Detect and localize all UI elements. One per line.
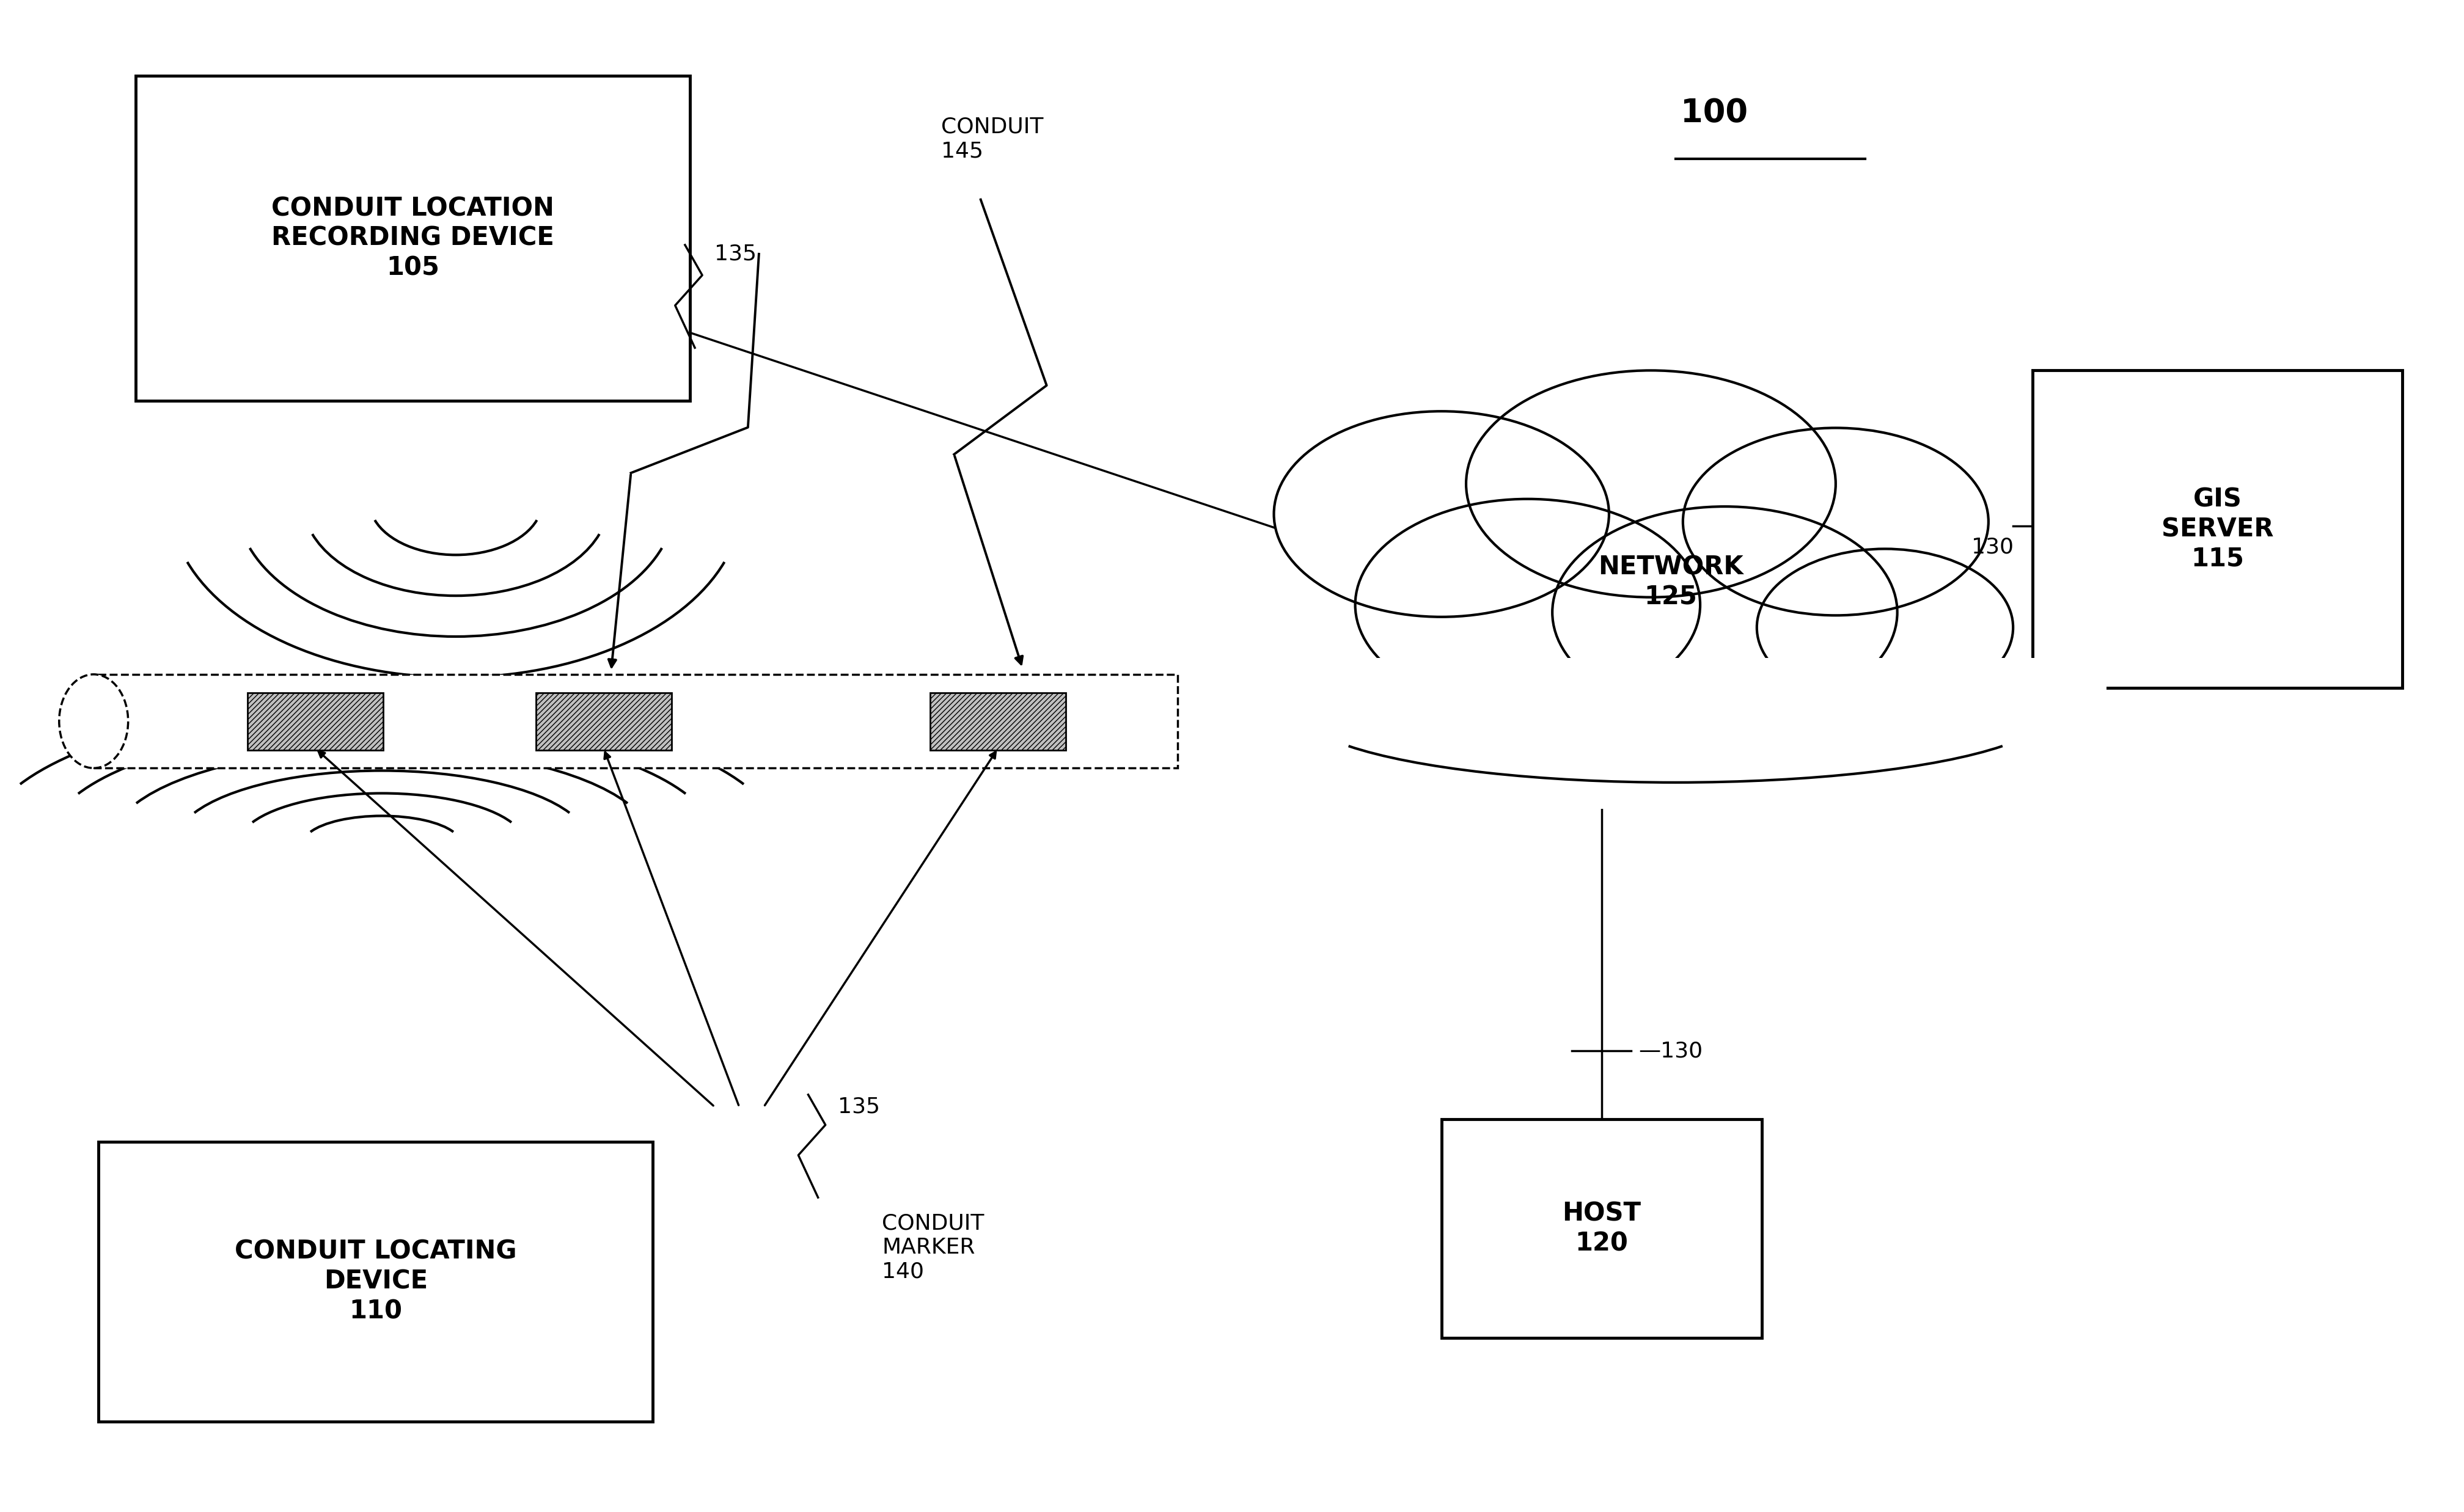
FancyBboxPatch shape bbox=[2033, 370, 2402, 688]
Circle shape bbox=[1683, 428, 1988, 615]
Text: CONDUIT LOCATING
DEVICE
110: CONDUIT LOCATING DEVICE 110 bbox=[234, 1238, 517, 1325]
Text: 100: 100 bbox=[1680, 97, 1747, 130]
Text: CONDUIT
145: CONDUIT 145 bbox=[941, 116, 1045, 162]
FancyBboxPatch shape bbox=[1244, 658, 2107, 809]
Text: NETWORK
125: NETWORK 125 bbox=[1599, 555, 1742, 609]
Circle shape bbox=[1466, 370, 1836, 597]
FancyBboxPatch shape bbox=[246, 692, 384, 750]
FancyBboxPatch shape bbox=[94, 674, 1178, 768]
Circle shape bbox=[1757, 549, 2013, 706]
FancyBboxPatch shape bbox=[99, 1142, 653, 1421]
FancyBboxPatch shape bbox=[537, 692, 670, 750]
Text: GIS
SERVER
115: GIS SERVER 115 bbox=[2161, 487, 2274, 572]
Text: 135: 135 bbox=[838, 1096, 880, 1117]
Circle shape bbox=[1355, 499, 1700, 711]
Text: HOST
120: HOST 120 bbox=[1562, 1201, 1641, 1256]
Circle shape bbox=[1274, 411, 1609, 617]
FancyBboxPatch shape bbox=[929, 692, 1064, 750]
Text: CONDUIT LOCATION
RECORDING DEVICE
105: CONDUIT LOCATION RECORDING DEVICE 105 bbox=[271, 195, 554, 281]
FancyBboxPatch shape bbox=[136, 76, 690, 401]
Text: 130: 130 bbox=[1971, 537, 2013, 558]
Text: 135: 135 bbox=[715, 243, 756, 265]
Text: CONDUIT
MARKER
140: CONDUIT MARKER 140 bbox=[882, 1213, 986, 1282]
Circle shape bbox=[1552, 507, 1897, 718]
FancyBboxPatch shape bbox=[1441, 1119, 1762, 1338]
Text: —130: —130 bbox=[1639, 1040, 1703, 1061]
Ellipse shape bbox=[59, 674, 128, 768]
